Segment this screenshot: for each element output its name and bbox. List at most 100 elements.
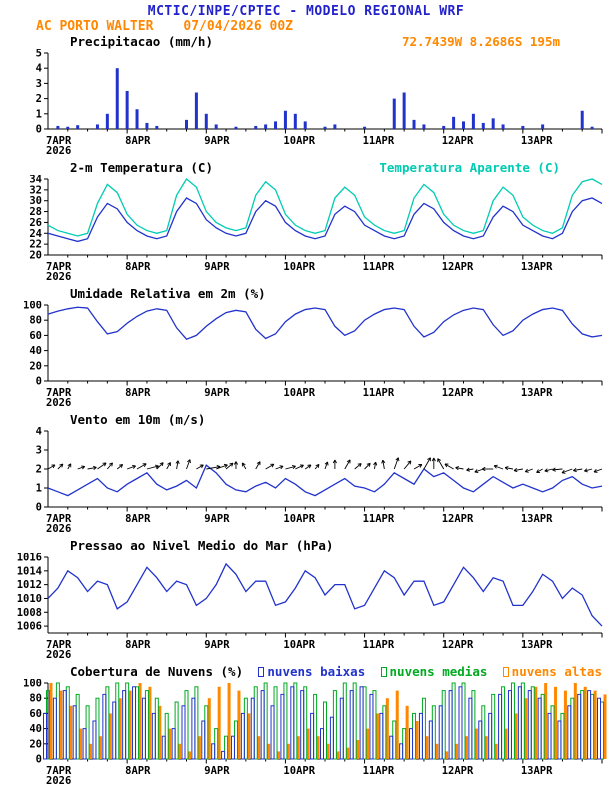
svg-text:2026: 2026 xyxy=(46,775,71,787)
svg-text:1014: 1014 xyxy=(17,565,42,577)
svg-text:24: 24 xyxy=(29,228,42,240)
wind-title-row: Vento em 10m (m/s) xyxy=(0,412,612,427)
clouds-title-row: Cobertura de Nuvens (%) nuvens baixas nu… xyxy=(0,664,612,679)
station-name: AC PORTO WALTER xyxy=(36,19,154,34)
svg-text:7APR: 7APR xyxy=(46,261,72,273)
svg-text:8APR: 8APR xyxy=(125,513,151,525)
station-coordinates: 72.7439W 8.2686S 195m xyxy=(401,34,560,49)
panel-temperature: 2-m Temperatura (C) Temperatura Aparente… xyxy=(0,160,612,286)
svg-text:3: 3 xyxy=(36,78,42,90)
svg-text:13APR: 13APR xyxy=(521,513,553,525)
svg-text:2: 2 xyxy=(36,464,42,476)
precip-title-row: Precipitacao (mm/h) 72.7439W 8.2686S 195… xyxy=(0,34,612,49)
svg-text:2026: 2026 xyxy=(46,145,71,157)
mid-clouds-box-icon xyxy=(380,667,387,677)
svg-text:8APR: 8APR xyxy=(125,261,151,273)
svg-text:1010: 1010 xyxy=(17,593,42,605)
svg-text:26: 26 xyxy=(29,217,42,229)
svg-text:3: 3 xyxy=(36,445,42,457)
svg-text:8APR: 8APR xyxy=(125,135,151,147)
svg-text:1008: 1008 xyxy=(17,607,42,619)
svg-text:1006: 1006 xyxy=(17,621,42,633)
svg-text:60: 60 xyxy=(29,708,42,720)
legend-mid-clouds: nuvens medias xyxy=(380,664,487,679)
svg-text:11APR: 11APR xyxy=(363,639,395,651)
svg-text:7APR: 7APR xyxy=(46,135,72,147)
precip-title: Precipitacao (mm/h) xyxy=(70,34,213,49)
svg-text:1016: 1016 xyxy=(17,553,42,564)
svg-text:30: 30 xyxy=(29,195,42,207)
panel-pressure: Pressao ao Nivel Medio do Mar (hPa) 1006… xyxy=(0,538,612,664)
svg-text:13APR: 13APR xyxy=(521,765,553,777)
svg-text:10APR: 10APR xyxy=(283,135,315,147)
station-line: AC PORTO WALTER 07/04/2026 00Z xyxy=(0,19,612,34)
svg-text:4: 4 xyxy=(36,427,42,438)
svg-text:20: 20 xyxy=(29,250,42,262)
svg-text:1012: 1012 xyxy=(17,579,42,591)
svg-text:11APR: 11APR xyxy=(363,513,395,525)
svg-text:9APR: 9APR xyxy=(204,387,230,399)
svg-text:80: 80 xyxy=(29,693,42,705)
svg-text:32: 32 xyxy=(29,184,42,196)
humidity-title: Umidade Relativa em 2m (%) xyxy=(70,286,266,301)
svg-text:10APR: 10APR xyxy=(283,387,315,399)
svg-text:22: 22 xyxy=(29,239,42,251)
svg-text:12APR: 12APR xyxy=(442,261,474,273)
legend-low-clouds: nuvens baixas xyxy=(258,664,365,679)
temperature-title-row: 2-m Temperatura (C) Temperatura Aparente… xyxy=(0,160,612,175)
pressure-title: Pressao ao Nivel Medio do Mar (hPa) xyxy=(70,538,334,553)
svg-text:0: 0 xyxy=(36,502,42,514)
svg-text:8APR: 8APR xyxy=(125,639,151,651)
model-run-datetime: 07/04/2026 00Z xyxy=(183,19,293,34)
svg-text:10APR: 10APR xyxy=(283,639,315,651)
svg-text:20: 20 xyxy=(29,738,42,750)
svg-text:10APR: 10APR xyxy=(283,513,315,525)
svg-text:2026: 2026 xyxy=(46,649,71,661)
svg-text:12APR: 12APR xyxy=(442,513,474,525)
svg-text:2026: 2026 xyxy=(46,523,71,535)
svg-text:0: 0 xyxy=(36,124,42,136)
svg-text:34: 34 xyxy=(29,175,42,186)
svg-text:8APR: 8APR xyxy=(125,387,151,399)
panel-clouds: Cobertura de Nuvens (%) nuvens baixas nu… xyxy=(0,664,612,790)
svg-text:1: 1 xyxy=(36,108,42,120)
clouds-title: Cobertura de Nuvens (%) xyxy=(70,664,244,679)
svg-text:2026: 2026 xyxy=(46,397,71,409)
pressure-title-row: Pressao ao Nivel Medio do Mar (hPa) xyxy=(0,538,612,553)
svg-text:13APR: 13APR xyxy=(521,135,553,147)
svg-text:8APR: 8APR xyxy=(125,765,151,777)
svg-text:13APR: 13APR xyxy=(521,639,553,651)
panel-wind: Vento em 10m (m/s) 0 1 2 3 4 7APR 2026 8APR 9APR… xyxy=(0,412,612,538)
high-clouds-box-icon xyxy=(502,667,509,677)
svg-text:7APR: 7APR xyxy=(46,387,72,399)
svg-text:9APR: 9APR xyxy=(204,639,230,651)
svg-text:20: 20 xyxy=(29,360,42,372)
svg-text:9APR: 9APR xyxy=(204,513,230,525)
svg-text:12APR: 12APR xyxy=(442,387,474,399)
apparent-temperature-legend: Temperatura Aparente (C) xyxy=(379,160,560,175)
svg-text:4: 4 xyxy=(36,63,42,75)
page-header: MCTIC/INPE/CPTEC - MODELO REGIONAL WRF A… xyxy=(0,0,612,34)
svg-text:100: 100 xyxy=(23,679,42,690)
svg-text:10APR: 10APR xyxy=(283,261,315,273)
svg-text:11APR: 11APR xyxy=(363,135,395,147)
svg-text:13APR: 13APR xyxy=(521,387,553,399)
svg-text:7APR: 7APR xyxy=(46,765,72,777)
svg-text:12APR: 12APR xyxy=(442,765,474,777)
page-title: MCTIC/INPE/CPTEC - MODELO REGIONAL WRF xyxy=(147,4,465,19)
svg-text:7APR: 7APR xyxy=(46,513,72,525)
svg-text:11APR: 11APR xyxy=(363,261,395,273)
svg-text:2: 2 xyxy=(36,93,42,105)
svg-text:9APR: 9APR xyxy=(204,135,230,147)
wind-title: Vento em 10m (m/s) xyxy=(70,412,206,427)
legend-high-clouds: nuvens altas xyxy=(502,664,602,679)
panel-humidity: Umidade Relativa em 2m (%) 0 20 40 60 80 100 7… xyxy=(0,286,612,412)
svg-text:100: 100 xyxy=(23,301,42,312)
svg-text:11APR: 11APR xyxy=(363,387,395,399)
